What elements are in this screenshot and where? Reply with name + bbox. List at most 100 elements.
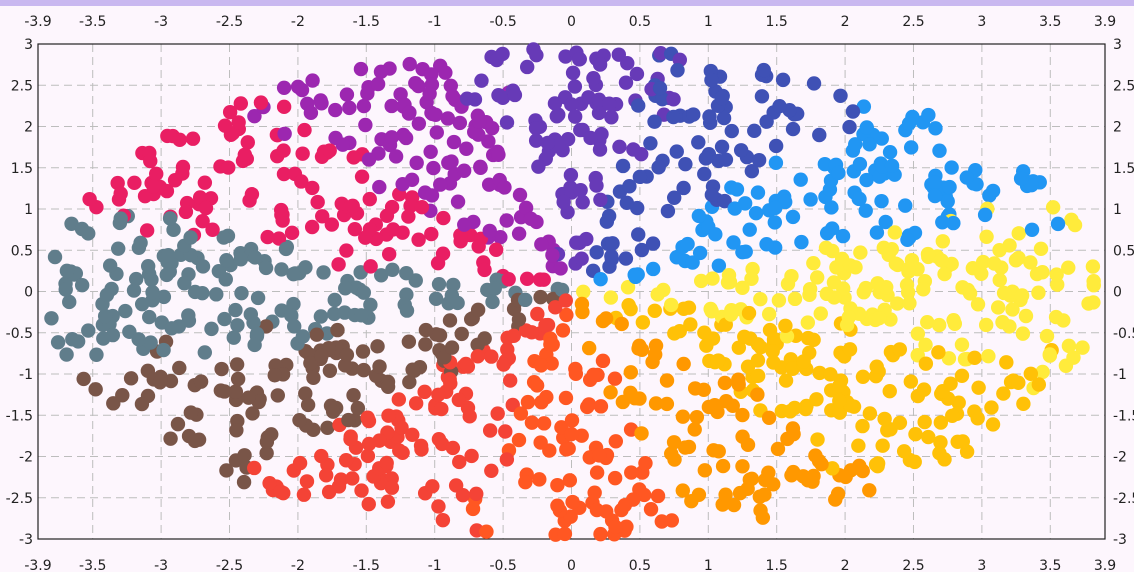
y-tick-label-left: 0: [24, 285, 33, 301]
data-point: [472, 114, 487, 129]
data-point: [556, 194, 571, 210]
x-tick-label-top: -3.5: [79, 14, 106, 30]
data-point: [284, 308, 299, 323]
data-point: [1031, 285, 1046, 300]
data-point: [599, 214, 615, 229]
data-point: [729, 182, 745, 197]
data-point: [607, 371, 623, 386]
data-point: [786, 426, 801, 442]
data-point: [294, 82, 310, 98]
data-point: [446, 277, 461, 293]
data-point: [339, 87, 355, 102]
data-point: [1061, 260, 1076, 275]
data-point: [778, 373, 794, 388]
data-point: [328, 102, 343, 118]
data-point: [408, 396, 424, 411]
data-point: [999, 355, 1014, 370]
data-point: [735, 407, 750, 423]
data-point: [274, 262, 289, 277]
data-point: [507, 87, 523, 103]
data-point: [1086, 295, 1101, 310]
data-point: [928, 121, 943, 136]
data-point: [717, 375, 733, 391]
data-point: [812, 127, 827, 143]
data-point: [299, 474, 315, 489]
data-point: [380, 379, 396, 394]
data-point: [362, 191, 377, 207]
data-point: [325, 404, 341, 419]
data-point: [434, 401, 449, 417]
data-point: [631, 341, 646, 356]
data-point: [309, 327, 324, 342]
data-point: [62, 294, 77, 310]
data-point: [286, 296, 301, 312]
x-tick-label-top: 1.5: [766, 14, 788, 30]
data-point: [826, 275, 842, 290]
data-point: [984, 400, 999, 415]
data-point: [619, 519, 634, 534]
data-point: [531, 159, 546, 174]
data-point: [855, 369, 871, 385]
data-point: [354, 169, 370, 184]
data-point: [237, 448, 252, 463]
data-point: [593, 399, 609, 414]
data-point: [528, 133, 544, 148]
data-point: [156, 342, 171, 358]
data-point: [345, 471, 360, 486]
data-point: [236, 474, 252, 490]
data-point: [533, 289, 548, 305]
data-point: [862, 483, 877, 498]
data-point: [229, 423, 244, 438]
data-point: [428, 107, 443, 122]
data-point: [589, 245, 604, 260]
data-point: [276, 143, 291, 158]
data-point: [234, 285, 249, 301]
data-point: [784, 268, 799, 284]
data-point: [271, 231, 287, 246]
y-tick-label-left: 2.5: [11, 78, 33, 94]
x-tick-label-top: -2.5: [216, 14, 243, 30]
data-point: [564, 413, 580, 428]
data-point: [445, 88, 460, 104]
data-point: [856, 99, 872, 114]
data-point: [310, 194, 325, 210]
x-tick-label-top: 2.5: [902, 14, 924, 30]
data-point: [666, 435, 682, 450]
data-point: [848, 260, 863, 275]
data-point: [429, 125, 444, 140]
data-point: [146, 179, 161, 194]
data-point: [1024, 178, 1039, 193]
data-point: [745, 261, 760, 277]
data-point: [548, 300, 563, 315]
data-point: [502, 373, 518, 388]
data-point: [659, 373, 675, 388]
data-point: [996, 386, 1011, 401]
data-point: [50, 335, 66, 350]
data-point: [145, 285, 160, 300]
data-point: [450, 194, 466, 209]
data-point: [550, 498, 565, 513]
data-point: [664, 297, 679, 313]
data-point: [733, 143, 749, 158]
data-point: [402, 56, 417, 72]
data-point: [681, 300, 697, 315]
data-point: [681, 439, 697, 455]
data-point: [890, 296, 905, 311]
x-tick-label-bottom: -1.5: [353, 558, 380, 572]
data-point: [901, 262, 916, 277]
y-tick-label-left: -1: [19, 367, 33, 383]
data-point: [567, 79, 583, 94]
data-point: [887, 225, 903, 240]
data-point: [602, 96, 617, 111]
data-point: [825, 243, 840, 259]
data-point: [843, 463, 859, 478]
data-point: [425, 479, 440, 494]
data-point: [778, 318, 793, 333]
data-point: [511, 312, 527, 327]
data-point: [262, 475, 277, 491]
data-point: [518, 200, 534, 216]
data-point: [354, 308, 369, 323]
data-point: [297, 122, 312, 138]
data-point: [691, 135, 706, 150]
data-point: [485, 294, 500, 310]
